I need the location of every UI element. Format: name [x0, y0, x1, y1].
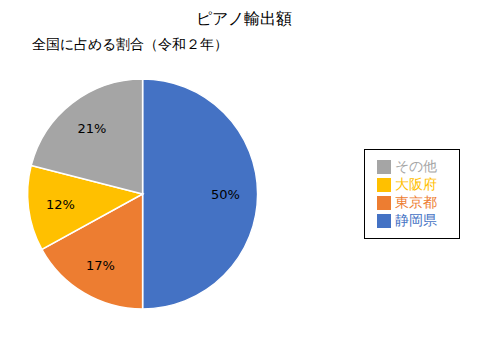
- svg-text:21%: 21%: [77, 121, 106, 136]
- html-text:全国に占める割合（令和２年）: 全国に占める割合（令和２年）: [32, 36, 228, 52]
- svg-text:50%: 50%: [211, 187, 240, 202]
- html-text:大阪府: 大阪府: [395, 176, 437, 192]
- svg-text:17%: 17%: [86, 258, 115, 273]
- html-text:静岡県: 静岡県: [395, 212, 437, 228]
- html-text:その他: その他: [395, 158, 437, 174]
- svg-text:12%: 12%: [46, 197, 75, 212]
- html-text:ピアノ輸出額: ピアノ輸出額: [196, 9, 292, 28]
- html-text:東京都: 東京都: [395, 194, 437, 210]
